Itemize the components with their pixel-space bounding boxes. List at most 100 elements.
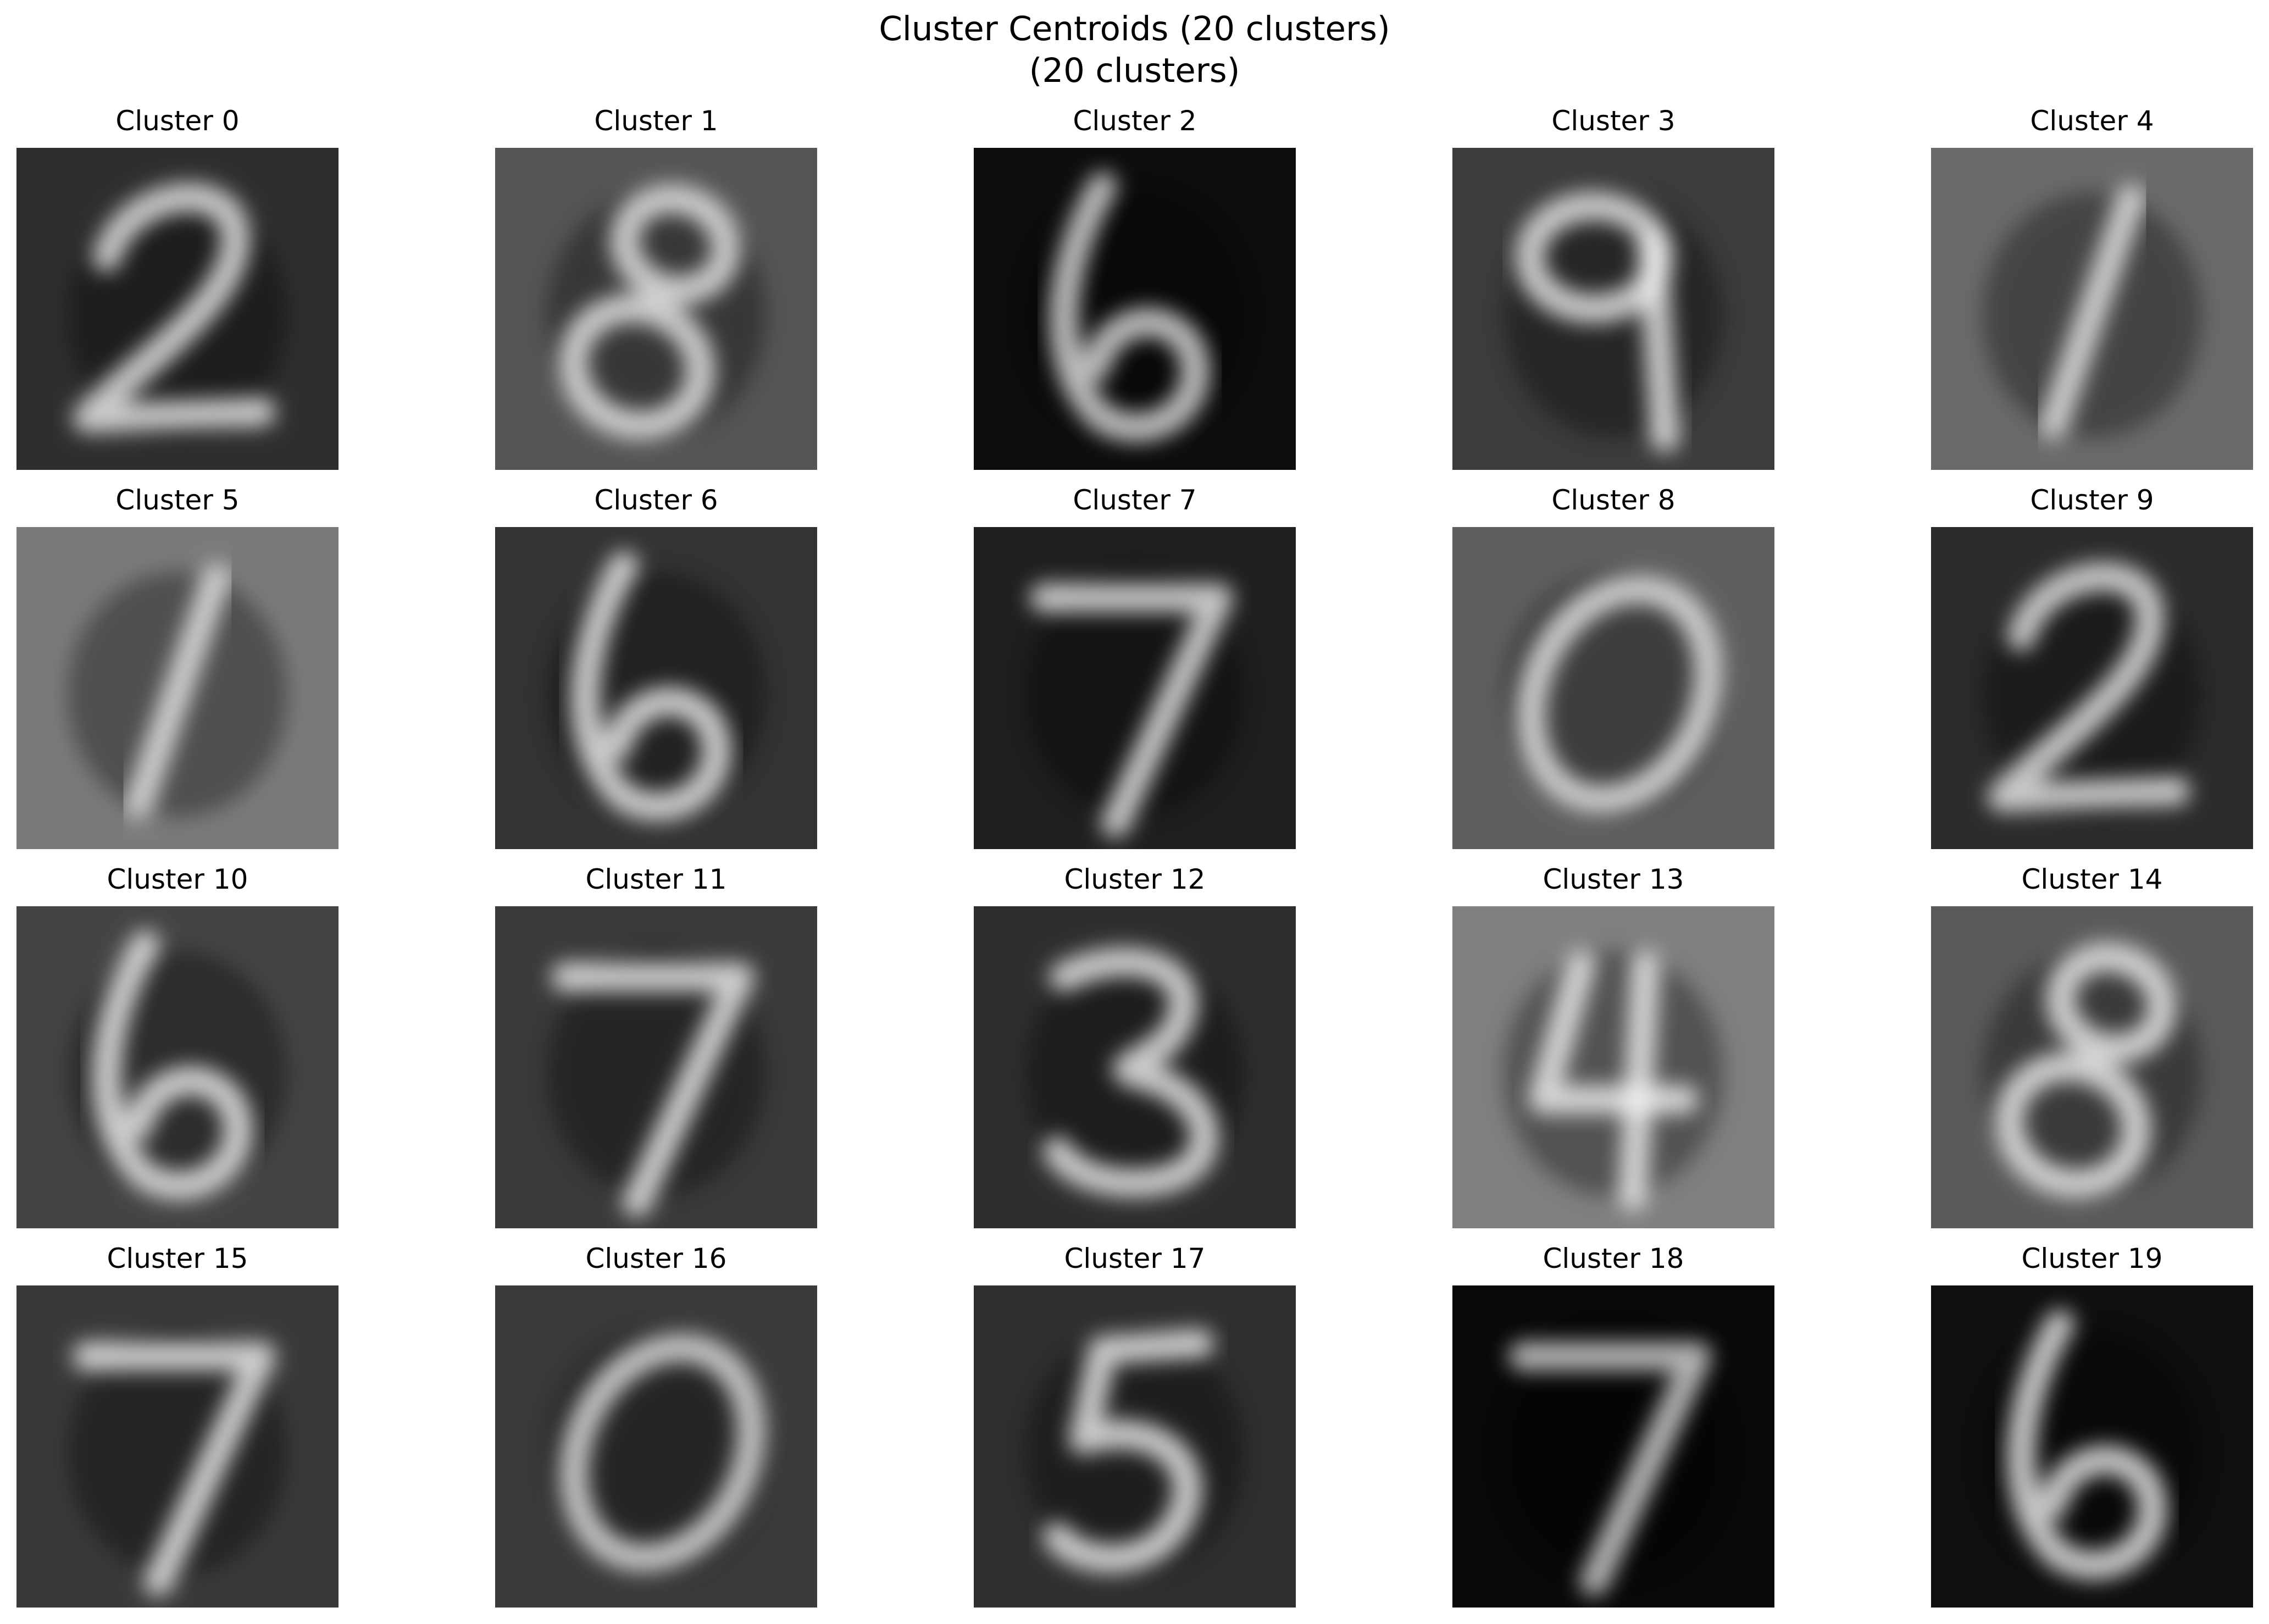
- cluster-title: Cluster 13: [1543, 863, 1684, 895]
- centroid-image: [1452, 527, 1774, 849]
- digit-stroke: [1618, 950, 1660, 1211]
- centroid-digit: [558, 184, 741, 440]
- cluster-panel: Cluster 2: [974, 107, 1296, 470]
- digit-stroke: [1994, 1052, 2151, 1199]
- centroid-digit: [124, 564, 231, 819]
- digit-stroke: [2046, 942, 2177, 1063]
- centroid-digit: [1994, 942, 2177, 1199]
- cluster-title: Cluster 0: [115, 105, 240, 137]
- cluster-panel: Cluster 13: [1452, 866, 1774, 1228]
- centroid-image: [1452, 1285, 1774, 1608]
- cluster-title: Cluster 9: [2030, 484, 2154, 516]
- cluster-title: Cluster 6: [594, 484, 718, 516]
- centroid-image: [495, 906, 817, 1228]
- cluster-title: Cluster 12: [1064, 863, 1206, 895]
- centroid-digit: [92, 930, 253, 1201]
- centroid-image: [495, 148, 817, 470]
- cluster-title: Cluster 4: [2030, 105, 2154, 137]
- centroid-digit: [570, 551, 731, 822]
- centroid-image: [1452, 148, 1774, 470]
- cluster-panel: Cluster 8: [1452, 486, 1774, 849]
- digit-stroke: [2039, 185, 2145, 440]
- cluster-panel: Cluster 11: [495, 866, 817, 1228]
- centroid-image: [16, 906, 339, 1228]
- cluster-title: Cluster 11: [585, 863, 727, 895]
- cluster-panel: Cluster 9: [1931, 486, 2253, 849]
- cluster-panel: Cluster 16: [495, 1245, 817, 1608]
- digit-stroke: [1049, 171, 1210, 442]
- centroid-image: [1931, 906, 2253, 1228]
- centroid-digit: [73, 1342, 276, 1597]
- centroid-digit: [1528, 950, 1699, 1211]
- centroid-image: [1931, 1285, 2253, 1608]
- cluster-title: Cluster 17: [1064, 1243, 1206, 1274]
- cluster-panel: Cluster 18: [1452, 1245, 1774, 1608]
- centroid-image: [495, 527, 817, 849]
- digit-stroke: [570, 551, 731, 822]
- cluster-panel: Cluster 10: [16, 866, 339, 1228]
- centroid-image: [974, 527, 1296, 849]
- centroid-image: [1931, 148, 2253, 470]
- digit-stroke: [73, 1342, 276, 1597]
- digit-stroke: [610, 184, 741, 305]
- cluster-panel: Cluster 5: [16, 486, 339, 849]
- cluster-panel: Cluster 12: [974, 866, 1296, 1228]
- centroid-digit: [1987, 562, 2190, 812]
- digit-stroke: [1516, 574, 1723, 814]
- cluster-title: Cluster 19: [2021, 1243, 2163, 1274]
- cluster-title: Cluster 18: [1543, 1243, 1684, 1274]
- figure-subtitle: (20 clusters): [1029, 51, 1240, 90]
- centroid-digit: [1042, 947, 1219, 1198]
- cluster-title: Cluster 8: [1551, 484, 1676, 516]
- centroid-digit: [2039, 185, 2145, 440]
- centroid-image: [1931, 527, 2253, 849]
- centroid-digit: [551, 962, 755, 1217]
- centroid-digit: [2006, 1309, 2167, 1580]
- cluster-panel: Cluster 6: [495, 486, 817, 849]
- centroid-digit: [1049, 171, 1210, 442]
- centroid-image: [974, 1285, 1296, 1608]
- cluster-title: Cluster 16: [585, 1243, 727, 1274]
- cluster-title: Cluster 5: [115, 484, 240, 516]
- centroid-digit: [559, 1333, 766, 1573]
- centroid-image: [1452, 906, 1774, 1228]
- cluster-panel: Cluster 0: [16, 107, 339, 470]
- digit-stroke: [2006, 1309, 2167, 1580]
- digit-stroke: [559, 1333, 766, 1573]
- cluster-panel: Cluster 19: [1931, 1245, 2253, 1608]
- digit-stroke: [73, 182, 276, 433]
- cluster-panel: Cluster 7: [974, 486, 1296, 849]
- cluster-title: Cluster 15: [107, 1243, 248, 1274]
- cluster-panel: Cluster 14: [1931, 866, 2253, 1228]
- cluster-panel: Cluster 4: [1931, 107, 2253, 470]
- cluster-title: Cluster 14: [2021, 863, 2163, 895]
- cluster-panel: Cluster 1: [495, 107, 817, 470]
- digit-stroke: [1637, 230, 1680, 452]
- centroid-digit: [1508, 1342, 1712, 1597]
- digit-stroke: [1508, 1342, 1712, 1597]
- centroid-image: [16, 527, 339, 849]
- figure-title: Cluster Centroids (20 clusters): [879, 9, 1390, 48]
- centroid-digit: [1030, 583, 1233, 838]
- cluster-title: Cluster 1: [594, 105, 718, 137]
- centroid-image: [495, 1285, 817, 1608]
- cluster-title: Cluster 2: [1073, 105, 1197, 137]
- digit-stroke: [558, 293, 715, 440]
- centroid-digit: [1516, 574, 1723, 814]
- centroid-digit: [1042, 1329, 1214, 1574]
- cluster-panel: Cluster 15: [16, 1245, 339, 1608]
- centroid-image: [16, 148, 339, 470]
- centroid-digit: [1515, 191, 1680, 452]
- digit-stroke: [1030, 583, 1233, 838]
- digit-stroke: [92, 930, 253, 1201]
- centroid-image: [16, 1285, 339, 1608]
- cluster-title: Cluster 3: [1551, 105, 1676, 137]
- cluster-title: Cluster 10: [107, 863, 248, 895]
- digit-stroke: [1042, 947, 1219, 1198]
- centroid-digit: [73, 182, 276, 433]
- centroid-image: [974, 148, 1296, 470]
- cluster-panel: Cluster 17: [974, 1245, 1296, 1608]
- cluster-title: Cluster 7: [1073, 484, 1197, 516]
- digit-stroke: [1987, 562, 2190, 812]
- cluster-panel: Cluster 3: [1452, 107, 1774, 470]
